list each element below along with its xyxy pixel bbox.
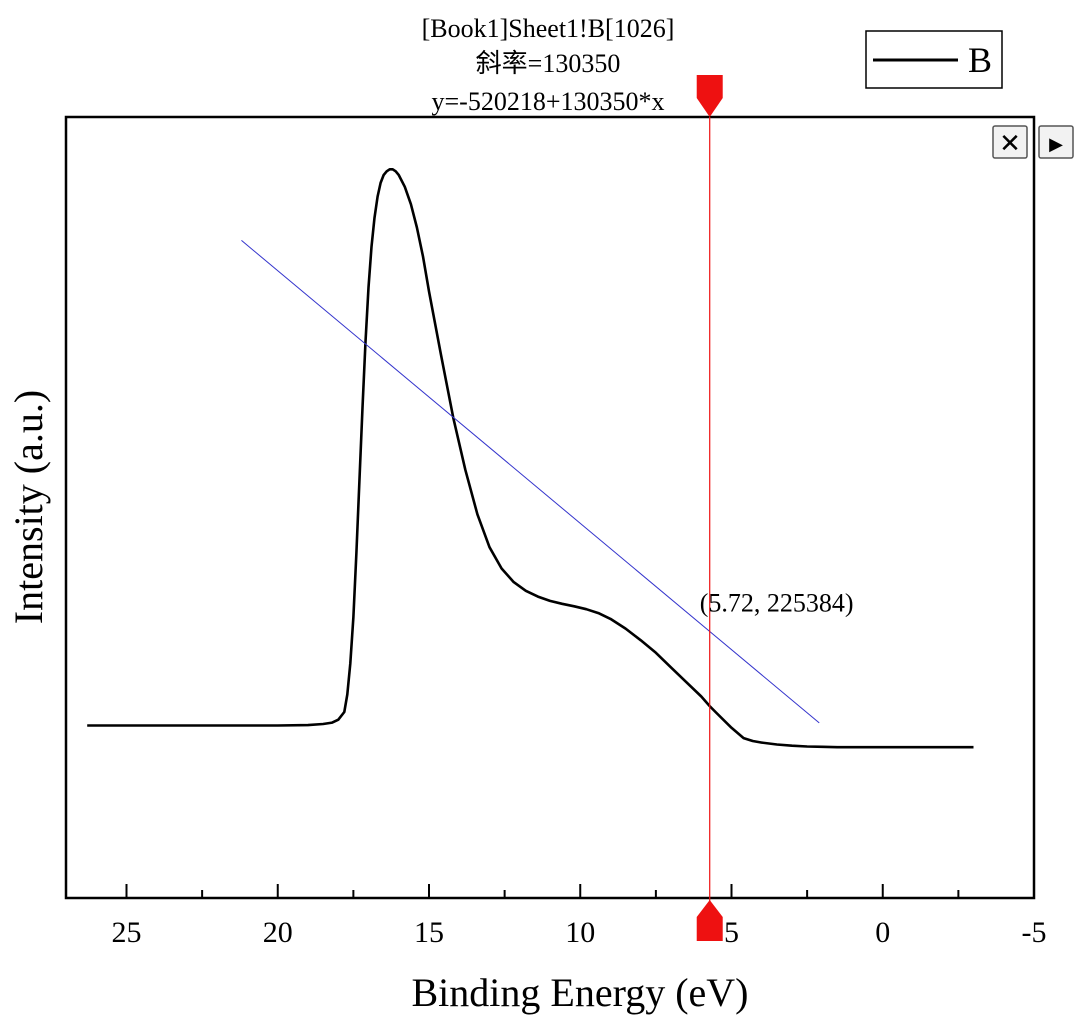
- x-axis-title: Binding Energy (eV): [412, 970, 749, 1015]
- x-tick-label: -5: [1022, 916, 1047, 949]
- x-tick-label: 25: [112, 916, 142, 949]
- x-tick-label: 20: [263, 916, 293, 949]
- cursor-layer: (5.72, 225384): [696, 75, 854, 941]
- annotation-slope: 斜率=130350: [476, 49, 621, 78]
- play-arrow-icon: ▶: [1049, 134, 1063, 155]
- close-button[interactable]: ✕: [992, 125, 1028, 159]
- annotation-equation: y=-520218+130350*x: [432, 87, 665, 116]
- cursor-point-label: (5.72, 225384): [700, 588, 854, 617]
- series-line-b: [87, 168, 974, 749]
- cursor-top-handle[interactable]: [696, 75, 723, 117]
- close-icon: ✕: [999, 129, 1021, 159]
- next-button[interactable]: ▶: [1038, 125, 1074, 159]
- tangent-line: [241, 240, 820, 724]
- plot-frame: [64, 115, 1036, 900]
- x-tick-label: 10: [565, 916, 595, 949]
- cursor-bottom-handle[interactable]: [696, 900, 723, 941]
- plot-area: [87, 168, 974, 749]
- x-tick-label: 0: [875, 916, 890, 949]
- legend-label-b: B: [968, 40, 992, 80]
- x-axis: 25 20 15 10 5 0 -5: [112, 884, 1047, 949]
- x-tick-label: 5: [724, 916, 739, 949]
- annotation-source: [Book1]Sheet1!B[1026]: [422, 14, 675, 43]
- y-axis-title: Intensity (a.u.): [6, 390, 51, 624]
- legend: B: [865, 30, 1003, 89]
- x-tick-label: 15: [414, 916, 444, 949]
